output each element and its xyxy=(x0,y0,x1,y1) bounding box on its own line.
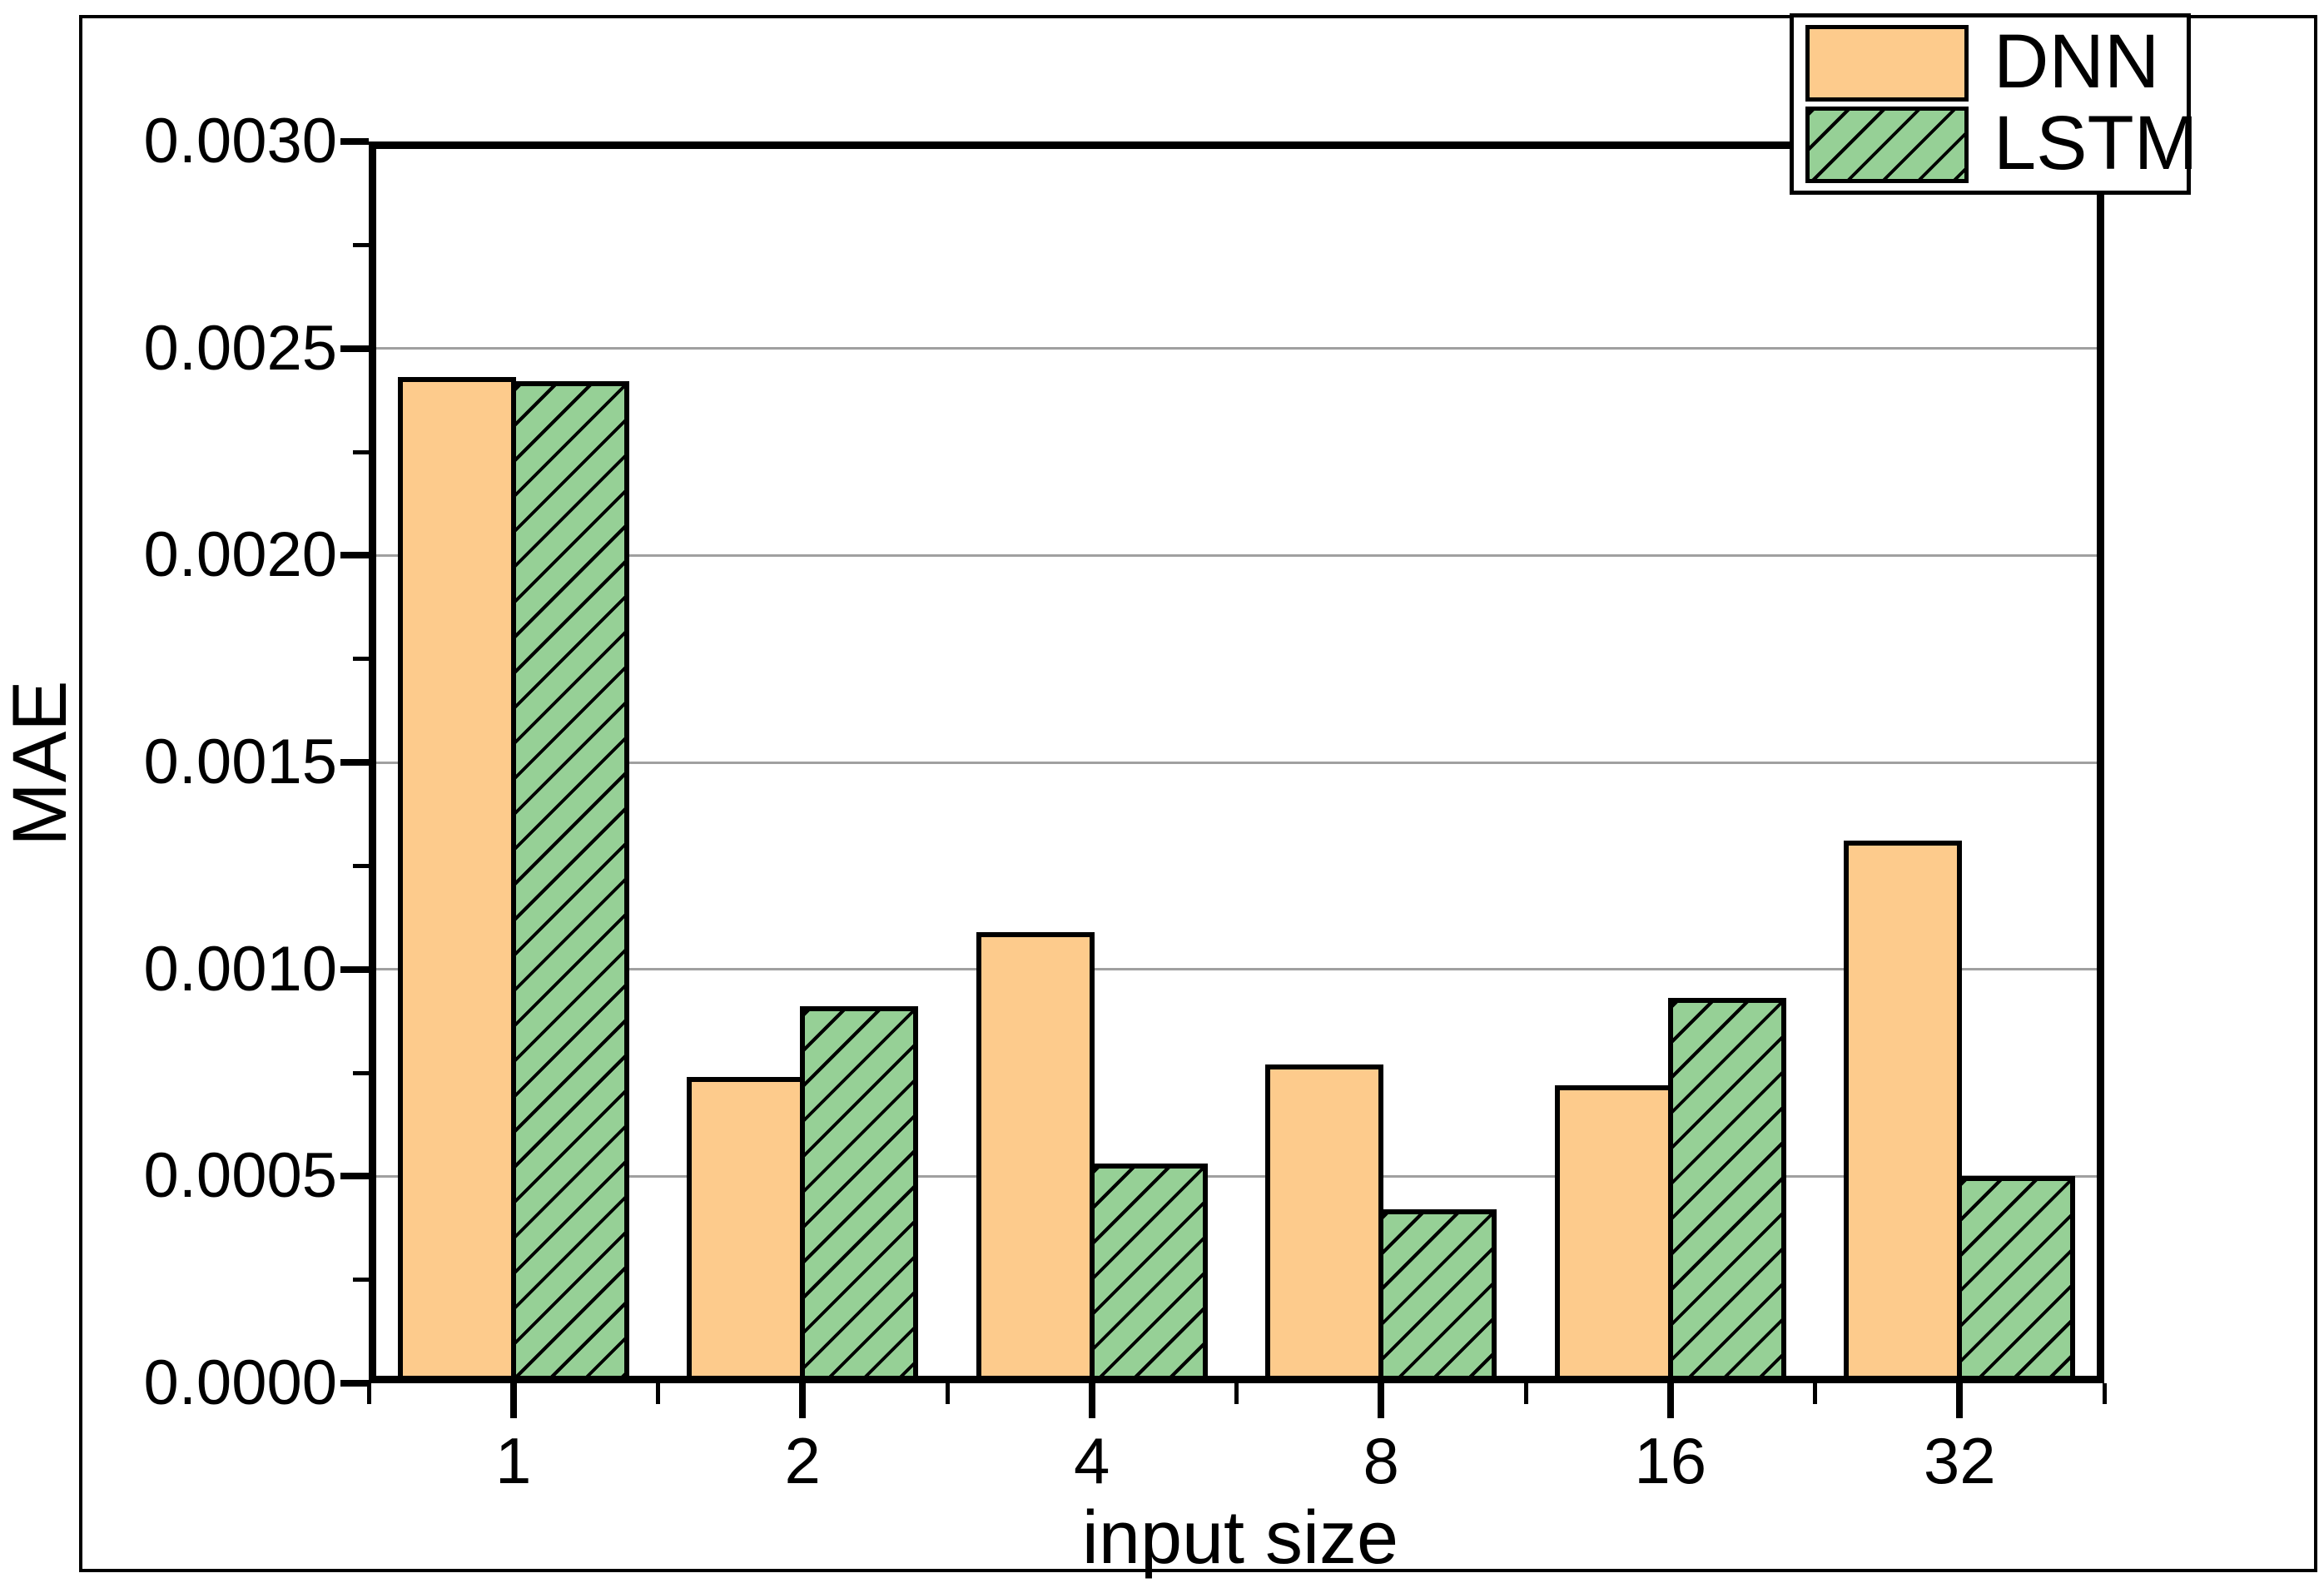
x-minor-tick xyxy=(656,1383,660,1404)
y-major-tick xyxy=(340,138,369,145)
h-gridline xyxy=(369,553,2104,557)
x-minor-tick xyxy=(2102,1383,2107,1404)
x-tick-label: 2 xyxy=(784,1424,821,1497)
bar-lstm-4 xyxy=(1089,1164,1208,1383)
y-major-tick xyxy=(340,552,369,559)
bar-lstm-8 xyxy=(1378,1209,1497,1383)
bar-lstm-32 xyxy=(1957,1176,2076,1383)
x-tick-label: 1 xyxy=(495,1424,532,1497)
y-major-tick xyxy=(340,965,369,973)
x-tick-label: 4 xyxy=(1074,1424,1110,1497)
plot-area xyxy=(369,141,2104,1383)
bar-lstm-16 xyxy=(1667,998,1786,1383)
bar-lstm-2 xyxy=(800,1006,919,1383)
y-minor-tick xyxy=(353,863,369,868)
y-tick-label: 0.0015 xyxy=(143,727,337,797)
y-major-tick xyxy=(340,1173,369,1180)
legend: DNN LSTM xyxy=(1790,13,2197,195)
y-minor-tick xyxy=(353,657,369,662)
x-minor-tick xyxy=(366,1383,371,1404)
bar-dnn-2 xyxy=(687,1077,806,1383)
legend-label-lstm: LSTM xyxy=(1994,101,2198,186)
y-axis-title: MAE xyxy=(0,680,82,846)
dnn-swatch-icon xyxy=(1805,25,1969,102)
h-gridline xyxy=(369,1174,2104,1178)
x-axis-title: input size xyxy=(1081,1496,1399,1580)
y-major-tick xyxy=(340,1380,369,1387)
bar-dnn-16 xyxy=(1554,1085,1673,1383)
x-major-tick xyxy=(799,1383,807,1418)
lstm-swatch-icon xyxy=(1805,107,1969,183)
bar-dnn-8 xyxy=(1265,1064,1384,1383)
y-tick-label: 0.0025 xyxy=(143,312,337,384)
y-tick-label: 0.0010 xyxy=(143,933,337,1005)
x-minor-tick xyxy=(1813,1383,1817,1404)
y-minor-tick xyxy=(353,1070,369,1075)
y-major-tick xyxy=(340,345,369,352)
y-minor-tick xyxy=(353,242,369,247)
bar-dnn-1 xyxy=(397,377,516,1383)
legend-row-lstm: LSTM xyxy=(1805,101,2197,186)
y-major-tick xyxy=(340,759,369,766)
legend-label-dnn: DNN xyxy=(1994,19,2160,104)
x-minor-tick xyxy=(1523,1383,1528,1404)
x-major-tick xyxy=(1956,1383,1964,1418)
h-gridline xyxy=(369,761,2104,764)
x-major-tick xyxy=(509,1383,517,1418)
y-tick-label: 0.0005 xyxy=(143,1140,337,1212)
h-gridline xyxy=(369,347,2104,350)
y-tick-label: 0.0020 xyxy=(143,519,337,591)
bar-dnn-32 xyxy=(1844,841,1963,1383)
x-minor-tick xyxy=(945,1383,950,1404)
legend-row-dnn: DNN xyxy=(1805,19,2180,104)
y-tick-label: 0.0030 xyxy=(143,106,337,176)
y-minor-tick xyxy=(353,449,369,454)
y-tick-label: 0.0000 xyxy=(143,1347,337,1418)
h-gridline xyxy=(369,968,2104,971)
x-tick-label: 8 xyxy=(1363,1424,1399,1497)
x-minor-tick xyxy=(1234,1383,1239,1404)
x-major-tick xyxy=(1088,1383,1095,1418)
x-major-tick xyxy=(1378,1383,1385,1418)
x-major-tick xyxy=(1666,1383,1674,1418)
bar-dnn-4 xyxy=(976,932,1095,1383)
x-tick-label: 16 xyxy=(1634,1424,1707,1497)
x-tick-label: 32 xyxy=(1923,1424,1996,1497)
figure-border xyxy=(79,15,2317,1572)
y-minor-tick xyxy=(353,1278,369,1283)
bar-lstm-1 xyxy=(510,381,629,1383)
